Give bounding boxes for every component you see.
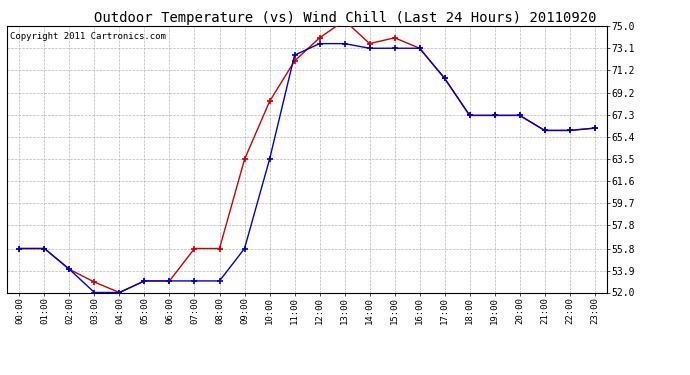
Text: Copyright 2011 Cartronics.com: Copyright 2011 Cartronics.com: [10, 32, 166, 40]
Text: Outdoor Temperature (vs) Wind Chill (Last 24 Hours) 20110920: Outdoor Temperature (vs) Wind Chill (Las…: [94, 11, 596, 25]
